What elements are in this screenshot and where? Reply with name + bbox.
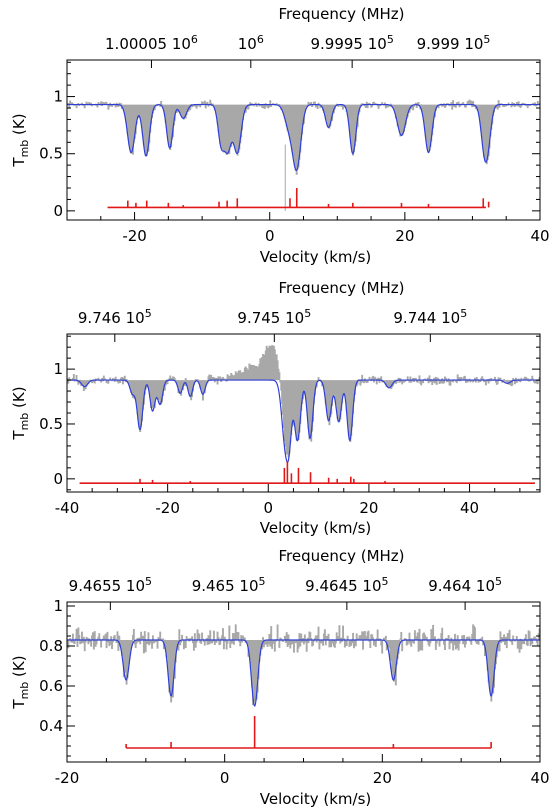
frequency-mantissa: 9.744 10 [393, 309, 460, 327]
frequency-exponent: 5 [495, 575, 502, 588]
x-tick-label: -20 [55, 769, 80, 787]
y-tick-label: 1 [53, 88, 63, 106]
frequency-mantissa: 9.9995 10 [310, 35, 386, 53]
y-axis-title: Tmb (K) [10, 113, 31, 167]
plot-frame [66, 59, 541, 221]
frequency-exponent: 5 [460, 307, 467, 320]
y-title-unit: (K) [10, 113, 28, 139]
x-tick-label: 40 [460, 499, 479, 517]
plot-frame [66, 601, 541, 763]
model-fit-line [67, 379, 540, 464]
y-tick-label: 0.5 [39, 415, 63, 433]
y-title-unit: (K) [10, 655, 28, 681]
y-tick-label: 0.6 [39, 677, 63, 695]
x-tick-label: 0 [265, 227, 275, 245]
frequency-exponent: 5 [259, 575, 266, 588]
frequency-tick-label: 9.4655 105 [69, 575, 152, 595]
frequency-tick-label: 106 [238, 33, 264, 53]
y-title-main: T [10, 157, 28, 168]
frequency-mantissa: 10 [238, 35, 257, 53]
frequency-exponent: 5 [145, 575, 152, 588]
frequency-exponent: 5 [387, 33, 394, 46]
observed-spectrum [67, 345, 540, 458]
model-fit-line [67, 103, 540, 172]
x-axis-title: Velocity (km/s) [260, 790, 371, 808]
y-title-subscript: mb [18, 682, 31, 700]
x-axis-title: Velocity (km/s) [260, 248, 371, 266]
observed-spectrum-fill [67, 345, 540, 457]
frequency-exponent: 5 [304, 307, 311, 320]
y-tick-label: 0.8 [39, 637, 63, 655]
observed-spectrum-line [67, 345, 540, 458]
y-title-unit: (K) [10, 386, 28, 412]
frequency-exponent: 5 [382, 575, 389, 588]
top-axis-title: Frequency (MHz) [278, 5, 404, 23]
frequency-mantissa: 9.465 10 [192, 577, 259, 595]
observed-spectrum-fill [67, 100, 540, 175]
top-axis-title: Frequency (MHz) [278, 547, 404, 565]
y-title-main: T [10, 699, 28, 710]
frequency-tick-label: 9.464 105 [428, 575, 502, 595]
frequency-exponent: 5 [145, 307, 152, 320]
y-tick-label: 0 [53, 202, 63, 220]
frequency-tick-label: 9.465 105 [192, 575, 266, 595]
x-tick-label: 0 [264, 499, 274, 517]
y-title-subscript: mb [18, 413, 31, 431]
observed-spectrum-line [67, 624, 540, 706]
frequency-mantissa: 9.745 10 [237, 309, 304, 327]
y-axis-title: Tmb (K) [10, 655, 31, 709]
x-tick-label: -20 [122, 227, 147, 245]
y-title-main: T [10, 430, 28, 441]
observed-spectrum [67, 624, 540, 706]
x-axis-title: Velocity (km/s) [260, 519, 371, 537]
x-tick-label: 40 [530, 227, 549, 245]
model-fit-line [67, 639, 540, 707]
x-tick-label: 40 [530, 769, 549, 787]
y-axis-title: Tmb (K) [10, 386, 31, 440]
frequency-exponent: 6 [191, 33, 198, 46]
x-tick-label: -40 [55, 499, 80, 517]
frequency-mantissa: 1.00005 10 [105, 35, 191, 53]
frequency-exponent: 6 [257, 33, 264, 46]
frequency-mantissa: 9.4645 10 [305, 577, 381, 595]
y-tick-label: 0.4 [39, 717, 63, 735]
frequency-mantissa: 9.746 10 [78, 309, 145, 327]
x-tick-label: -20 [155, 499, 180, 517]
frequency-tick-label: 1.00005 106 [105, 33, 198, 53]
frequency-tick-label: 9.746 105 [78, 307, 152, 327]
frequency-tick-label: 9.9995 105 [310, 33, 393, 53]
frequency-tick-label: 9.744 105 [393, 307, 467, 327]
observed-spectrum [67, 99, 540, 175]
x-tick-label: 20 [359, 499, 378, 517]
y-title-subscript: mb [18, 140, 31, 158]
frequency-exponent: 5 [483, 33, 490, 46]
y-tick-label: 1 [53, 597, 63, 615]
frequency-tick-label: 9.4645 105 [305, 575, 388, 595]
y-tick-label: 0 [53, 470, 63, 488]
frequency-mantissa: 9.999 10 [417, 35, 484, 53]
x-tick-label: 20 [395, 227, 414, 245]
x-tick-label: 20 [373, 769, 392, 787]
frequency-mantissa: 9.4655 10 [69, 577, 145, 595]
spectrum-panel-bottom: -20 0 20 400.40.60.819.4655 105 9.465 105 9.4… [10, 547, 550, 808]
x-tick-label: 0 [220, 769, 230, 787]
frequency-tick-label: 9.999 105 [417, 33, 491, 53]
top-axis-title: Frequency (MHz) [278, 279, 404, 297]
frequency-mantissa: 9.464 10 [428, 577, 495, 595]
frequency-tick-label: 9.745 105 [237, 307, 311, 327]
y-tick-label: 0.5 [39, 145, 63, 163]
y-tick-label: 1 [53, 360, 63, 378]
